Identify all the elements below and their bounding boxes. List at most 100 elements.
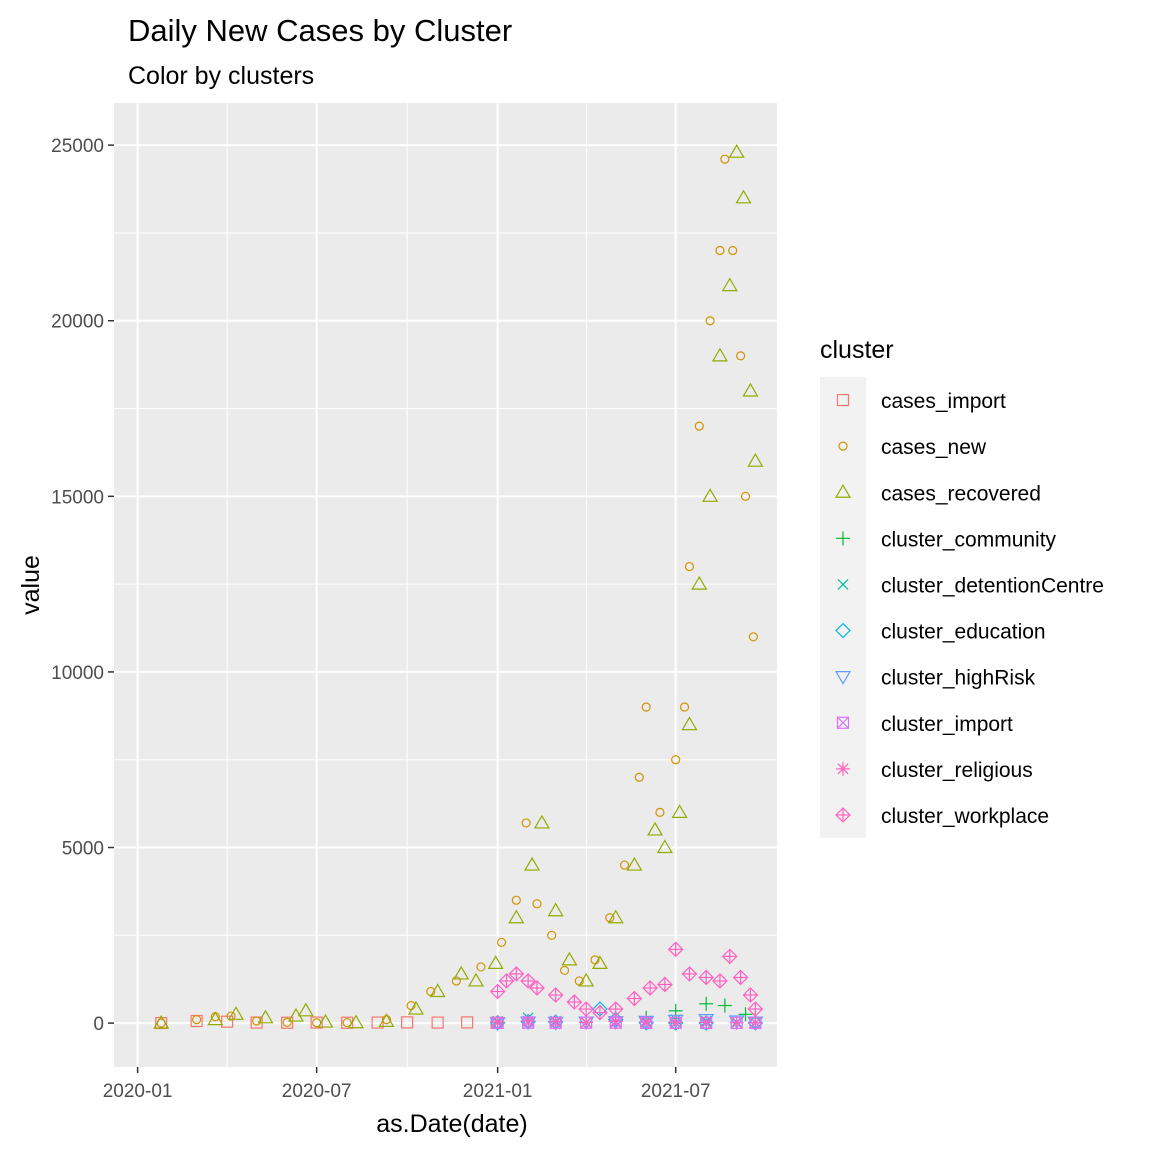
point-cluster_workplace — [566, 994, 583, 1010]
point-cases_recovered — [207, 1011, 224, 1026]
point-cases_recovered — [742, 382, 759, 397]
point-cluster_workplace — [742, 987, 759, 1003]
point-cluster_workplace — [578, 1001, 595, 1017]
point-cases_recovered — [721, 277, 738, 292]
point-cluster_religious — [579, 1015, 594, 1030]
point-cluster_highRisk — [667, 1014, 684, 1029]
point-cases_recovered — [257, 1009, 274, 1024]
point-cases_recovered — [671, 804, 688, 818]
point-cases_recovered — [378, 1013, 395, 1027]
point-cluster_religious — [608, 1014, 623, 1029]
point-cluster_workplace — [529, 980, 545, 996]
point-cases_recovered — [487, 955, 504, 970]
y-axis-ticks: 0 5000 10000 15000 20000 25000 — [51, 136, 114, 1035]
legend-key-cluster_community — [836, 531, 850, 546]
point-cases_new — [476, 962, 486, 972]
point-cluster_workplace — [642, 980, 658, 996]
point-cases_new — [381, 1014, 392, 1025]
point-cluster_workplace — [681, 966, 698, 982]
point-cases_new — [748, 632, 758, 642]
y-tick-label: 15000 — [51, 487, 104, 508]
point-cases_new — [192, 1014, 202, 1025]
point-cluster_workplace — [747, 1001, 764, 1017]
point-cases_recovered — [453, 965, 470, 980]
point-cases_recovered — [747, 453, 764, 467]
legend-label: cases_import — [881, 390, 1006, 413]
point-cases_recovered — [508, 909, 525, 924]
legend-key-cluster_education — [835, 622, 851, 639]
series-cluster_religious — [490, 1013, 763, 1030]
legend-key-cases_recovered — [834, 484, 852, 498]
point-cases_new — [694, 421, 704, 431]
point-cases_recovered — [429, 983, 446, 998]
point-cluster_community — [699, 996, 714, 1011]
legend-item-cluster_detentionCentre: cluster_detentionCentre — [837, 574, 1104, 597]
point-cases_recovered — [347, 1014, 365, 1029]
legend-item-cluster_community: cluster_community — [836, 528, 1057, 551]
point-cluster_religious — [639, 1015, 654, 1030]
point-cases_new — [679, 702, 690, 712]
point-cluster_workplace — [667, 941, 684, 958]
point-cases_new — [451, 976, 461, 986]
point-cases_new — [511, 895, 521, 905]
point-cases_recovered — [728, 143, 745, 158]
point-cases_import — [281, 1016, 294, 1029]
grid-lines — [114, 103, 777, 1067]
legend-label: cluster_detentionCentre — [881, 574, 1104, 597]
point-cases_recovered — [702, 488, 719, 502]
chart-title: Daily New Cases by Cluster — [128, 13, 512, 48]
legend-item-cluster_workplace: cluster_workplace — [835, 805, 1049, 828]
x-axis-ticks: 2020-01 2020-07 2021-01 2021-07 — [103, 1067, 711, 1102]
point-cluster_workplace — [698, 969, 715, 986]
legend-item-cluster_religious: cluster_religious — [836, 759, 1033, 782]
series-cluster_workplace — [489, 941, 764, 1021]
point-cases_new — [705, 316, 715, 326]
point-cases_recovered — [691, 575, 708, 590]
point-cases_new — [684, 561, 695, 572]
legend-label: cluster_religious — [881, 759, 1033, 782]
legend-label: cluster_import — [881, 713, 1013, 736]
point-cases_recovered — [467, 972, 485, 987]
legend-key-cases_import — [836, 393, 850, 407]
point-cluster_education — [667, 1015, 684, 1031]
x-tick-label: 2020-07 — [282, 1081, 352, 1102]
point-cases_new — [252, 1016, 262, 1026]
point-cluster_workplace — [732, 969, 749, 986]
point-cases_recovered — [656, 839, 673, 854]
legend-label: cluster_workplace — [881, 805, 1049, 828]
point-cases_import — [401, 1016, 414, 1029]
point-cluster_religious — [729, 1015, 744, 1030]
series-cases_recovered — [153, 143, 764, 1029]
point-cases_new — [736, 351, 746, 361]
legend-item-cluster_import: cluster_import — [836, 713, 1013, 736]
point-cases_new — [641, 702, 651, 712]
point-cluster_community — [738, 1007, 753, 1022]
point-cases_new — [715, 245, 725, 256]
point-cases_recovered — [227, 1006, 245, 1020]
legend-key-cluster_detentionCentre — [837, 579, 849, 590]
legend-key-background — [820, 377, 866, 838]
point-cases_new — [728, 245, 738, 256]
legend-key-cluster_highRisk — [834, 671, 852, 685]
y-tick-label: 25000 — [51, 136, 104, 157]
point-cluster_workplace — [547, 987, 564, 1003]
point-cases_recovered — [317, 1013, 334, 1028]
point-cluster_workplace — [592, 1004, 608, 1021]
legend-key-cluster_religious — [836, 761, 850, 776]
point-cluster_workplace — [657, 976, 673, 993]
plot-panel — [114, 103, 777, 1067]
point-cluster_religious — [548, 1014, 563, 1029]
point-cases_recovered — [533, 814, 550, 829]
y-tick-label: 5000 — [62, 839, 104, 860]
point-cases_new — [720, 154, 730, 164]
point-cases_new — [282, 1017, 292, 1027]
point-cases_new — [226, 1011, 236, 1021]
point-cluster_education — [698, 1015, 715, 1031]
y-tick-label: 0 — [93, 1014, 104, 1035]
point-cases_recovered — [578, 972, 595, 987]
point-cluster_workplace — [489, 983, 506, 1000]
point-cases_recovered — [735, 189, 752, 204]
chart-subtitle: Color by clusters — [128, 62, 314, 90]
legend-title: cluster — [820, 336, 894, 364]
